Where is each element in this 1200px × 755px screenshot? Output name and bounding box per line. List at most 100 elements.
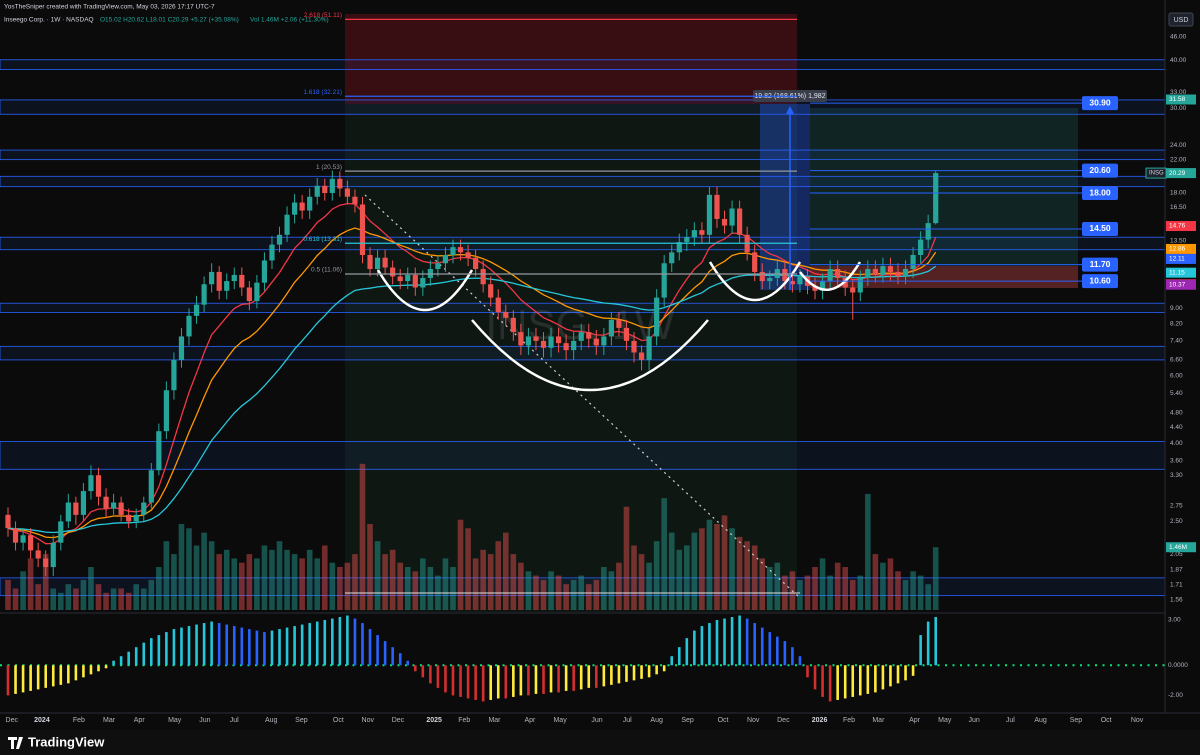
brand: TradingView — [28, 734, 105, 749]
level-label: 20.60 — [1089, 165, 1111, 175]
candle-body — [118, 502, 124, 515]
currency[interactable]: USD — [1174, 17, 1189, 24]
candle-body — [307, 196, 313, 211]
osc-bar — [14, 665, 17, 694]
x-tick-label: Oct — [718, 717, 729, 724]
osc-bar — [270, 630, 274, 666]
osc-bar — [934, 617, 938, 666]
osc-bar — [572, 665, 575, 691]
volume-bar — [872, 554, 879, 610]
candle-body — [797, 276, 803, 285]
candle-body — [224, 281, 230, 291]
y-tick-label: 18.00 — [1170, 190, 1187, 197]
candle-body — [880, 266, 886, 275]
y-tick-label: 2.50 — [1170, 518, 1183, 525]
candle-body — [216, 271, 222, 291]
x-tick-label: Apr — [134, 717, 146, 724]
oscillator-layer: 3.00 0.0000 -2.00 — [0, 615, 1188, 702]
candle-body — [578, 332, 584, 341]
y-tick-label: 8.20 — [1170, 321, 1183, 328]
x-tick-label: Feb — [843, 717, 855, 724]
volume-bar — [103, 592, 109, 610]
volume-bar — [133, 584, 140, 610]
candle-body — [533, 336, 539, 341]
volume-bar — [50, 588, 57, 610]
x-tick-label: Nov — [1131, 717, 1144, 724]
price-tag-label: 20.29 — [1169, 170, 1186, 177]
volume-bar — [80, 579, 87, 610]
candle-body — [95, 475, 102, 497]
x-tick-label: May — [168, 717, 182, 724]
osc-bar — [828, 665, 832, 702]
osc-bar — [821, 665, 824, 697]
axis-layer: 46.00 40.00 33.00 30.00 24.00 22.00 18.00 16.50… — [6, 34, 1196, 724]
osc-bar — [587, 665, 591, 688]
annotation-layer: 2.618 (51.11) 1.618 (32.21) 1 (20.53) 0.618… — [303, 12, 1118, 289]
volume-bar — [661, 498, 667, 610]
osc-bar — [700, 626, 704, 666]
x-tick-label: Jul — [230, 717, 239, 724]
volume-bar — [601, 567, 607, 610]
volume-bar — [457, 519, 464, 610]
candle-body — [759, 271, 765, 282]
volume-bar — [827, 575, 833, 610]
x-tick-label: Nov — [747, 717, 760, 724]
osc-bar — [655, 665, 658, 675]
osc-bar — [745, 618, 749, 666]
currency-button[interactable] — [1168, 12, 1194, 27]
band — [0, 345, 1166, 361]
volume-bar — [676, 549, 683, 610]
osc-bar — [104, 665, 108, 669]
osc-bar — [730, 617, 734, 666]
volume-bar — [910, 571, 916, 610]
candle-body — [141, 502, 147, 515]
candle-body — [88, 475, 94, 492]
osc-bar — [760, 627, 764, 666]
candle-body — [329, 178, 335, 194]
volume-bar — [502, 532, 509, 610]
volume-bar — [902, 579, 909, 610]
osc-bar — [36, 665, 40, 690]
candle-body — [390, 267, 396, 277]
candle-body — [12, 528, 19, 543]
candle-body — [126, 514, 132, 522]
osc-bar — [836, 665, 839, 700]
symbol-tag-label: INSG — [1149, 171, 1164, 177]
osc-bar — [738, 615, 741, 666]
logo — [8, 737, 23, 749]
x-tick-label: Nov — [362, 717, 375, 724]
volume-bar — [314, 558, 321, 610]
candle-body — [865, 268, 871, 278]
osc-bar — [451, 665, 455, 696]
candle-body — [246, 287, 252, 302]
osc-bar — [315, 621, 319, 666]
x-tick-label: 2025 — [426, 717, 442, 724]
candle-body — [50, 542, 56, 568]
volume-bar — [276, 541, 283, 610]
volume-bar — [231, 558, 238, 610]
candle-body — [58, 521, 64, 543]
x-tick-label: Apr — [524, 717, 536, 724]
symbol: Inseego Corp. · 1W · NASDAQ — [4, 17, 94, 24]
fib-zone — [345, 104, 797, 612]
volume-bar — [714, 524, 720, 610]
candle-body — [5, 514, 11, 529]
x-tick-label: May — [938, 717, 952, 724]
osc-bar — [783, 641, 787, 666]
volume-bar — [465, 528, 471, 610]
ohlc: O15.02 H20.62 L18.01 C20.29 +5.27 (+35.0… — [100, 17, 239, 24]
x-tick-label: Feb — [73, 717, 85, 724]
fib-label: 0.5 (11.06) — [311, 267, 342, 274]
volume-bar — [389, 549, 396, 610]
x-tick-label: Sep — [681, 717, 694, 724]
candle-body — [405, 274, 411, 282]
volume-bar — [299, 558, 305, 610]
candle-body — [593, 338, 599, 346]
y-tick-label: 1.56 — [1170, 597, 1183, 604]
volume-bar — [646, 562, 652, 610]
candle-body — [646, 336, 652, 360]
candle-body — [525, 336, 532, 346]
osc-bar — [813, 665, 817, 690]
osc-bar — [82, 665, 85, 678]
volume-bar — [140, 588, 147, 610]
